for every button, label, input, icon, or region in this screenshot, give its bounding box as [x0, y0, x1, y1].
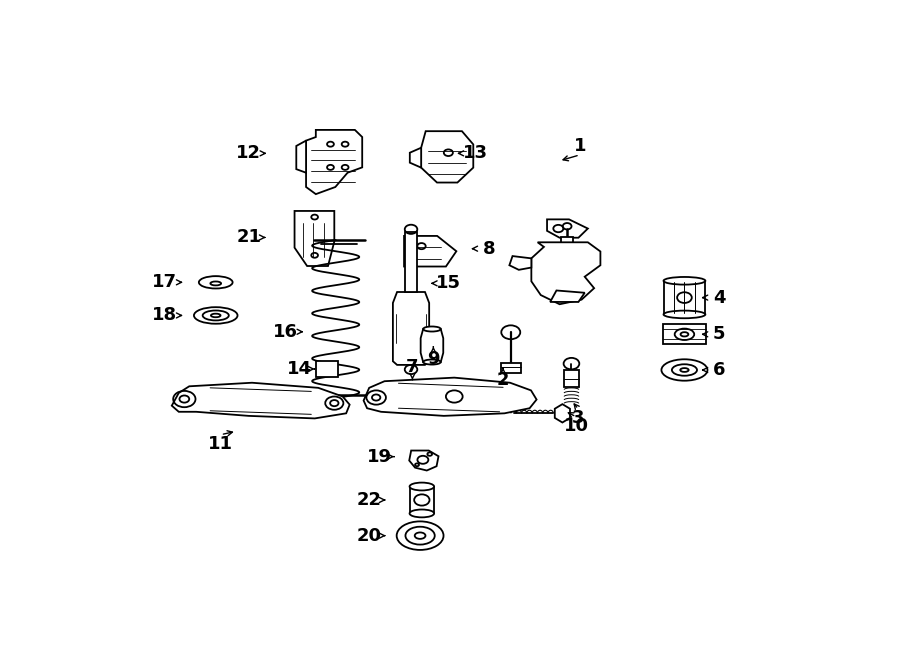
Ellipse shape	[410, 483, 434, 491]
Bar	[500, 363, 521, 373]
Ellipse shape	[663, 277, 706, 285]
Text: 9: 9	[428, 350, 439, 368]
Polygon shape	[404, 236, 456, 267]
Polygon shape	[509, 256, 531, 270]
Polygon shape	[531, 242, 600, 305]
Polygon shape	[405, 232, 418, 292]
Text: 18: 18	[152, 307, 177, 324]
Ellipse shape	[194, 307, 238, 324]
Bar	[410, 487, 434, 514]
Text: 10: 10	[563, 417, 589, 435]
Bar	[316, 361, 338, 377]
Polygon shape	[294, 211, 334, 266]
Polygon shape	[172, 383, 349, 418]
Text: 7: 7	[406, 358, 419, 377]
Text: 11: 11	[208, 435, 233, 453]
Text: 12: 12	[236, 144, 261, 162]
Polygon shape	[554, 404, 570, 422]
Polygon shape	[421, 131, 473, 183]
Ellipse shape	[423, 359, 441, 365]
Polygon shape	[547, 219, 588, 238]
Text: 2: 2	[497, 371, 509, 389]
Polygon shape	[393, 292, 429, 365]
Text: 13: 13	[463, 144, 488, 162]
Text: 14: 14	[287, 360, 312, 378]
Polygon shape	[306, 130, 362, 194]
Ellipse shape	[199, 276, 232, 289]
Ellipse shape	[423, 326, 441, 332]
Text: 3: 3	[572, 409, 585, 428]
Bar	[561, 237, 573, 244]
Text: 20: 20	[356, 527, 382, 545]
Bar	[663, 281, 706, 314]
Polygon shape	[550, 291, 585, 302]
Text: 8: 8	[482, 240, 496, 258]
Text: 19: 19	[366, 448, 392, 465]
Ellipse shape	[410, 510, 434, 518]
Polygon shape	[410, 148, 421, 167]
Text: 17: 17	[152, 273, 177, 291]
Text: 5: 5	[713, 325, 725, 344]
Polygon shape	[296, 140, 306, 173]
Ellipse shape	[397, 522, 444, 550]
Polygon shape	[364, 377, 536, 416]
Text: 6: 6	[713, 361, 725, 379]
Polygon shape	[420, 329, 444, 362]
Bar	[564, 370, 579, 387]
Text: 16: 16	[273, 323, 298, 341]
Text: 21: 21	[237, 228, 262, 246]
Ellipse shape	[662, 359, 707, 381]
Text: 4: 4	[713, 289, 725, 307]
Text: 15: 15	[436, 274, 461, 293]
Text: 22: 22	[356, 491, 382, 509]
Ellipse shape	[663, 310, 706, 318]
Polygon shape	[663, 324, 706, 344]
Polygon shape	[410, 451, 438, 471]
Text: 1: 1	[573, 137, 586, 155]
